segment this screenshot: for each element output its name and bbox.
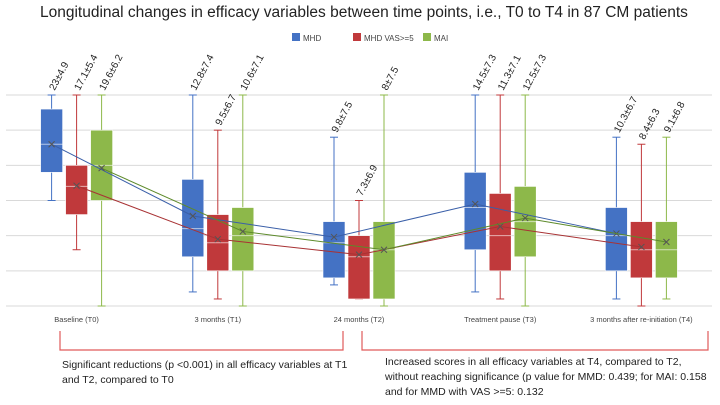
data-label: 8.4±6.3	[637, 107, 663, 142]
data-label: 14.5±7.3	[471, 53, 499, 93]
box	[181, 179, 205, 258]
data-label: 9.1±6.8	[662, 100, 688, 135]
data-label: 9.8±7.5	[330, 100, 356, 135]
annotation-left: Significant reductions (p <0.001) in all…	[62, 359, 348, 386]
box	[231, 207, 255, 272]
mean-marker	[239, 228, 247, 235]
bracket-left	[59, 331, 344, 351]
mean-marker	[638, 243, 645, 251]
annotation-right: Increased scores in all efficacy variabl…	[385, 356, 707, 398]
mean-marker	[98, 164, 105, 172]
data-label: 11.3±7.1	[496, 53, 524, 92]
box	[372, 221, 396, 300]
data-label: 19.6±6.2	[98, 53, 126, 93]
data-label: 9.5±6.7	[214, 93, 240, 128]
data-label: 12.8±7.4	[189, 53, 217, 93]
mean-marker	[48, 140, 55, 148]
tick-label: 3 months (T1)	[194, 315, 241, 324]
tick-label: Treatment pause (T3)	[464, 315, 537, 324]
legend-entry: MHD	[303, 34, 321, 43]
mean-marker	[663, 238, 670, 246]
mean-marker	[330, 233, 338, 241]
data-label: 7.3±6.9	[355, 163, 381, 198]
legend-entry: MHD VAS>=5	[364, 34, 414, 43]
box	[463, 172, 487, 251]
legend-entry: MAI	[434, 34, 448, 43]
chart-title: Longitudinal changes in efficacy variabl…	[40, 4, 688, 21]
legend-swatch	[353, 33, 361, 41]
box	[488, 193, 512, 272]
box	[605, 207, 628, 272]
data-label: 8±7.5	[380, 65, 402, 93]
legend-swatch	[423, 33, 431, 41]
box	[65, 165, 88, 215]
data-label: 17.1±5.4	[73, 53, 101, 93]
tick-label: 24 months (T2)	[334, 315, 385, 324]
box	[40, 108, 63, 173]
mean-marker	[214, 235, 222, 243]
data-label: 10.3±6.7	[612, 95, 640, 135]
data-label: 23±4.9	[48, 60, 72, 92]
box	[322, 221, 346, 279]
box	[347, 235, 371, 300]
tick-label: 3 months after re-initiation (T4)	[590, 315, 693, 324]
mean-marker	[521, 214, 529, 222]
mean-marker	[73, 182, 80, 190]
bracket-right	[361, 331, 709, 351]
data-label: 10.6±7.1	[239, 53, 267, 93]
mean-marker	[189, 212, 197, 220]
mean-marker	[355, 251, 363, 259]
mean-marker	[471, 200, 479, 208]
mean-marker	[380, 246, 388, 254]
data-label: 12.5±7.3	[521, 53, 549, 93]
legend-swatch	[292, 33, 300, 41]
tick-label: Baseline (T0)	[54, 315, 99, 324]
